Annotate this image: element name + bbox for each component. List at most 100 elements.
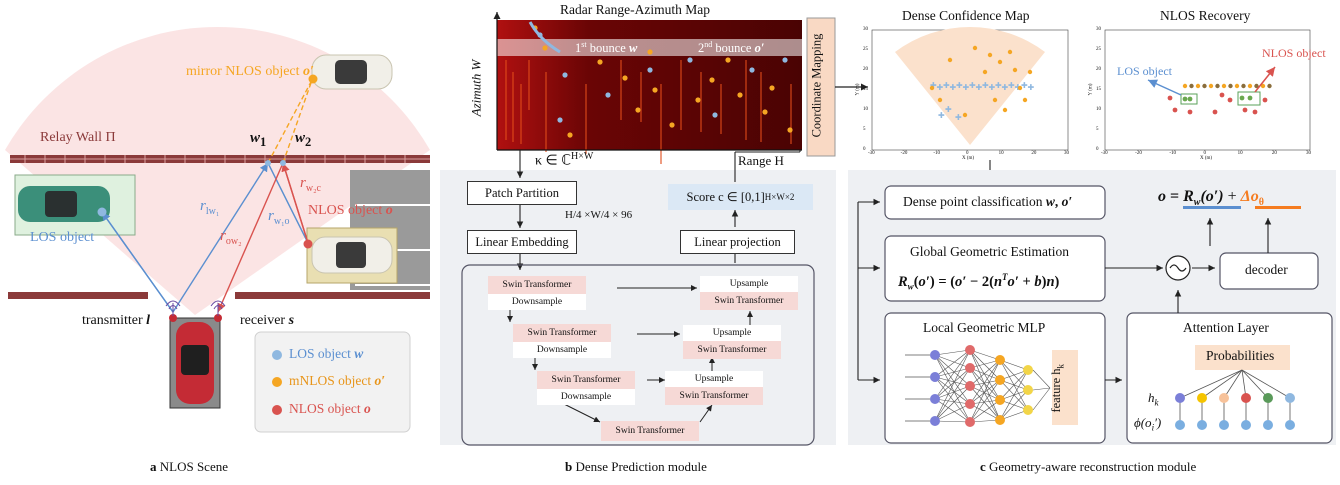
attn-phi-node [1219, 420, 1229, 430]
dense-point-box [884, 185, 1106, 220]
attn-edge [1201, 369, 1243, 399]
tick-label: 5 [1096, 127, 1099, 132]
conf-los-marker: ✚ [995, 81, 1002, 90]
mlp-node [1023, 405, 1033, 415]
mlp-node [965, 345, 975, 355]
los-object-callout: LOS object [1117, 64, 1172, 78]
swin-up-2: Swin Transformer [683, 341, 781, 359]
upsample-2: Upsample [683, 325, 781, 341]
heat-streak [760, 72, 762, 142]
tick-label: 0 [1096, 147, 1099, 152]
panel-b [440, 12, 868, 446]
heat-dot [769, 85, 775, 91]
radar-coverage-region [5, 26, 430, 316]
attn-hk-node [1197, 393, 1207, 403]
conf-mnlos-dot [1007, 49, 1013, 55]
swin-frame [461, 264, 815, 446]
rec-point [1202, 83, 1207, 89]
nlos-object-callout: NLOS object [1262, 46, 1326, 60]
mlp-edge [969, 379, 1001, 405]
rec-nlos-point [1242, 107, 1248, 113]
rec-nlos-point [1167, 95, 1173, 101]
mlp-node [965, 381, 975, 391]
heat-dot [687, 57, 693, 63]
conf-los-marker: ✚ [945, 105, 952, 114]
attn-phi-node [1175, 420, 1185, 430]
attn-edge [1223, 369, 1243, 399]
conf-mnlos-dot [1017, 85, 1023, 91]
conf-mnlos-dot [1012, 67, 1018, 73]
attention-graph [1175, 369, 1295, 430]
attn-phi-node [1197, 420, 1207, 430]
panel-a [5, 26, 430, 433]
patch-partition-box: Patch Partition [467, 181, 577, 205]
tick-label: -30 [868, 151, 875, 156]
mirror-nlos-car [311, 54, 393, 90]
mlp-edge [934, 354, 971, 387]
los-object-label: LOS object [30, 230, 95, 245]
tick-label: -10 [1169, 151, 1176, 156]
heat-streak [520, 84, 522, 144]
conf-mnlos-dot [997, 59, 1003, 65]
dense-confidence-title: Dense Confidence Map [902, 8, 1030, 23]
tick-label: -30 [1101, 151, 1108, 156]
formula-top: o = Rw(o′) + Δoθ [1158, 188, 1264, 209]
attn-hk-node [1219, 393, 1229, 403]
mlp-edge [999, 369, 1029, 421]
conf-mnlos-dot [982, 69, 988, 75]
downsample-2: Downsample [513, 342, 611, 358]
mlp-edge [934, 349, 971, 356]
conf-xlabel: X (m) [962, 156, 975, 161]
mlp-edge [934, 398, 971, 423]
conf-mnlos-dot [929, 85, 935, 91]
mlp-edge [934, 349, 971, 400]
mlp-node [930, 372, 940, 382]
downsample-3: Downsample [537, 389, 635, 405]
tick-label: 30 [1096, 27, 1101, 32]
global-formula: Rw(o′) = (o′ − 2(nTo′ + b)n) [898, 272, 1060, 292]
receiver-icon [210, 300, 226, 322]
attn-hk-node [1285, 393, 1295, 403]
legend-los: LOS object w [289, 346, 364, 361]
mlp-edge [999, 389, 1029, 421]
mlp-output-edge [1032, 387, 1051, 411]
heat-dot [709, 77, 715, 83]
heat-dot [567, 132, 573, 138]
mlp-edge [969, 399, 1001, 405]
map-title: Radar Range-Azimuth Map [560, 2, 710, 17]
nlos-point [303, 239, 313, 249]
linear-embedding-box: Linear Embedding [467, 230, 577, 254]
mlp-edge [999, 369, 1029, 401]
mlp-edge [934, 376, 971, 387]
tick-label: 25 [863, 47, 868, 52]
panel-c-caption: c Geometry-aware reconstruction module [980, 459, 1197, 474]
conf-los-marker: ✚ [943, 81, 950, 90]
tick-label: 0 [966, 151, 969, 156]
attn-hk-node [1263, 393, 1273, 403]
tick-label: -10 [933, 151, 940, 156]
legend-swatch-mnlos [272, 377, 282, 387]
tick-label: 0 [1203, 151, 1207, 156]
conf-mnlos-dot [1002, 107, 1008, 113]
heat-dot [787, 127, 793, 133]
local-title: Local Geometric MLP [923, 320, 1046, 335]
heat-dot [562, 72, 568, 78]
heat-dot [622, 75, 628, 81]
conf-mnlos-dot [992, 97, 998, 103]
rec-point [1189, 83, 1194, 89]
swin-bottleneck: Swin Transformer [601, 421, 699, 441]
mlp-edge [969, 359, 1001, 405]
bounce1-label: 1st bounce w [575, 40, 638, 56]
mlp-edge [934, 398, 971, 405]
tick-label: 20 [1271, 151, 1277, 156]
mlp-edge [969, 379, 1001, 387]
tick-label: 30 [863, 27, 868, 32]
rec-nlos-point [1227, 97, 1233, 103]
mlp-edge [934, 367, 971, 378]
mirror-label: mirror NLOS object o′ [186, 64, 314, 79]
mlp-edge [934, 354, 971, 405]
heat-streak [620, 60, 622, 120]
rec-point [1254, 83, 1259, 89]
rec-los-point [1247, 95, 1253, 101]
heat-dot [737, 92, 743, 98]
